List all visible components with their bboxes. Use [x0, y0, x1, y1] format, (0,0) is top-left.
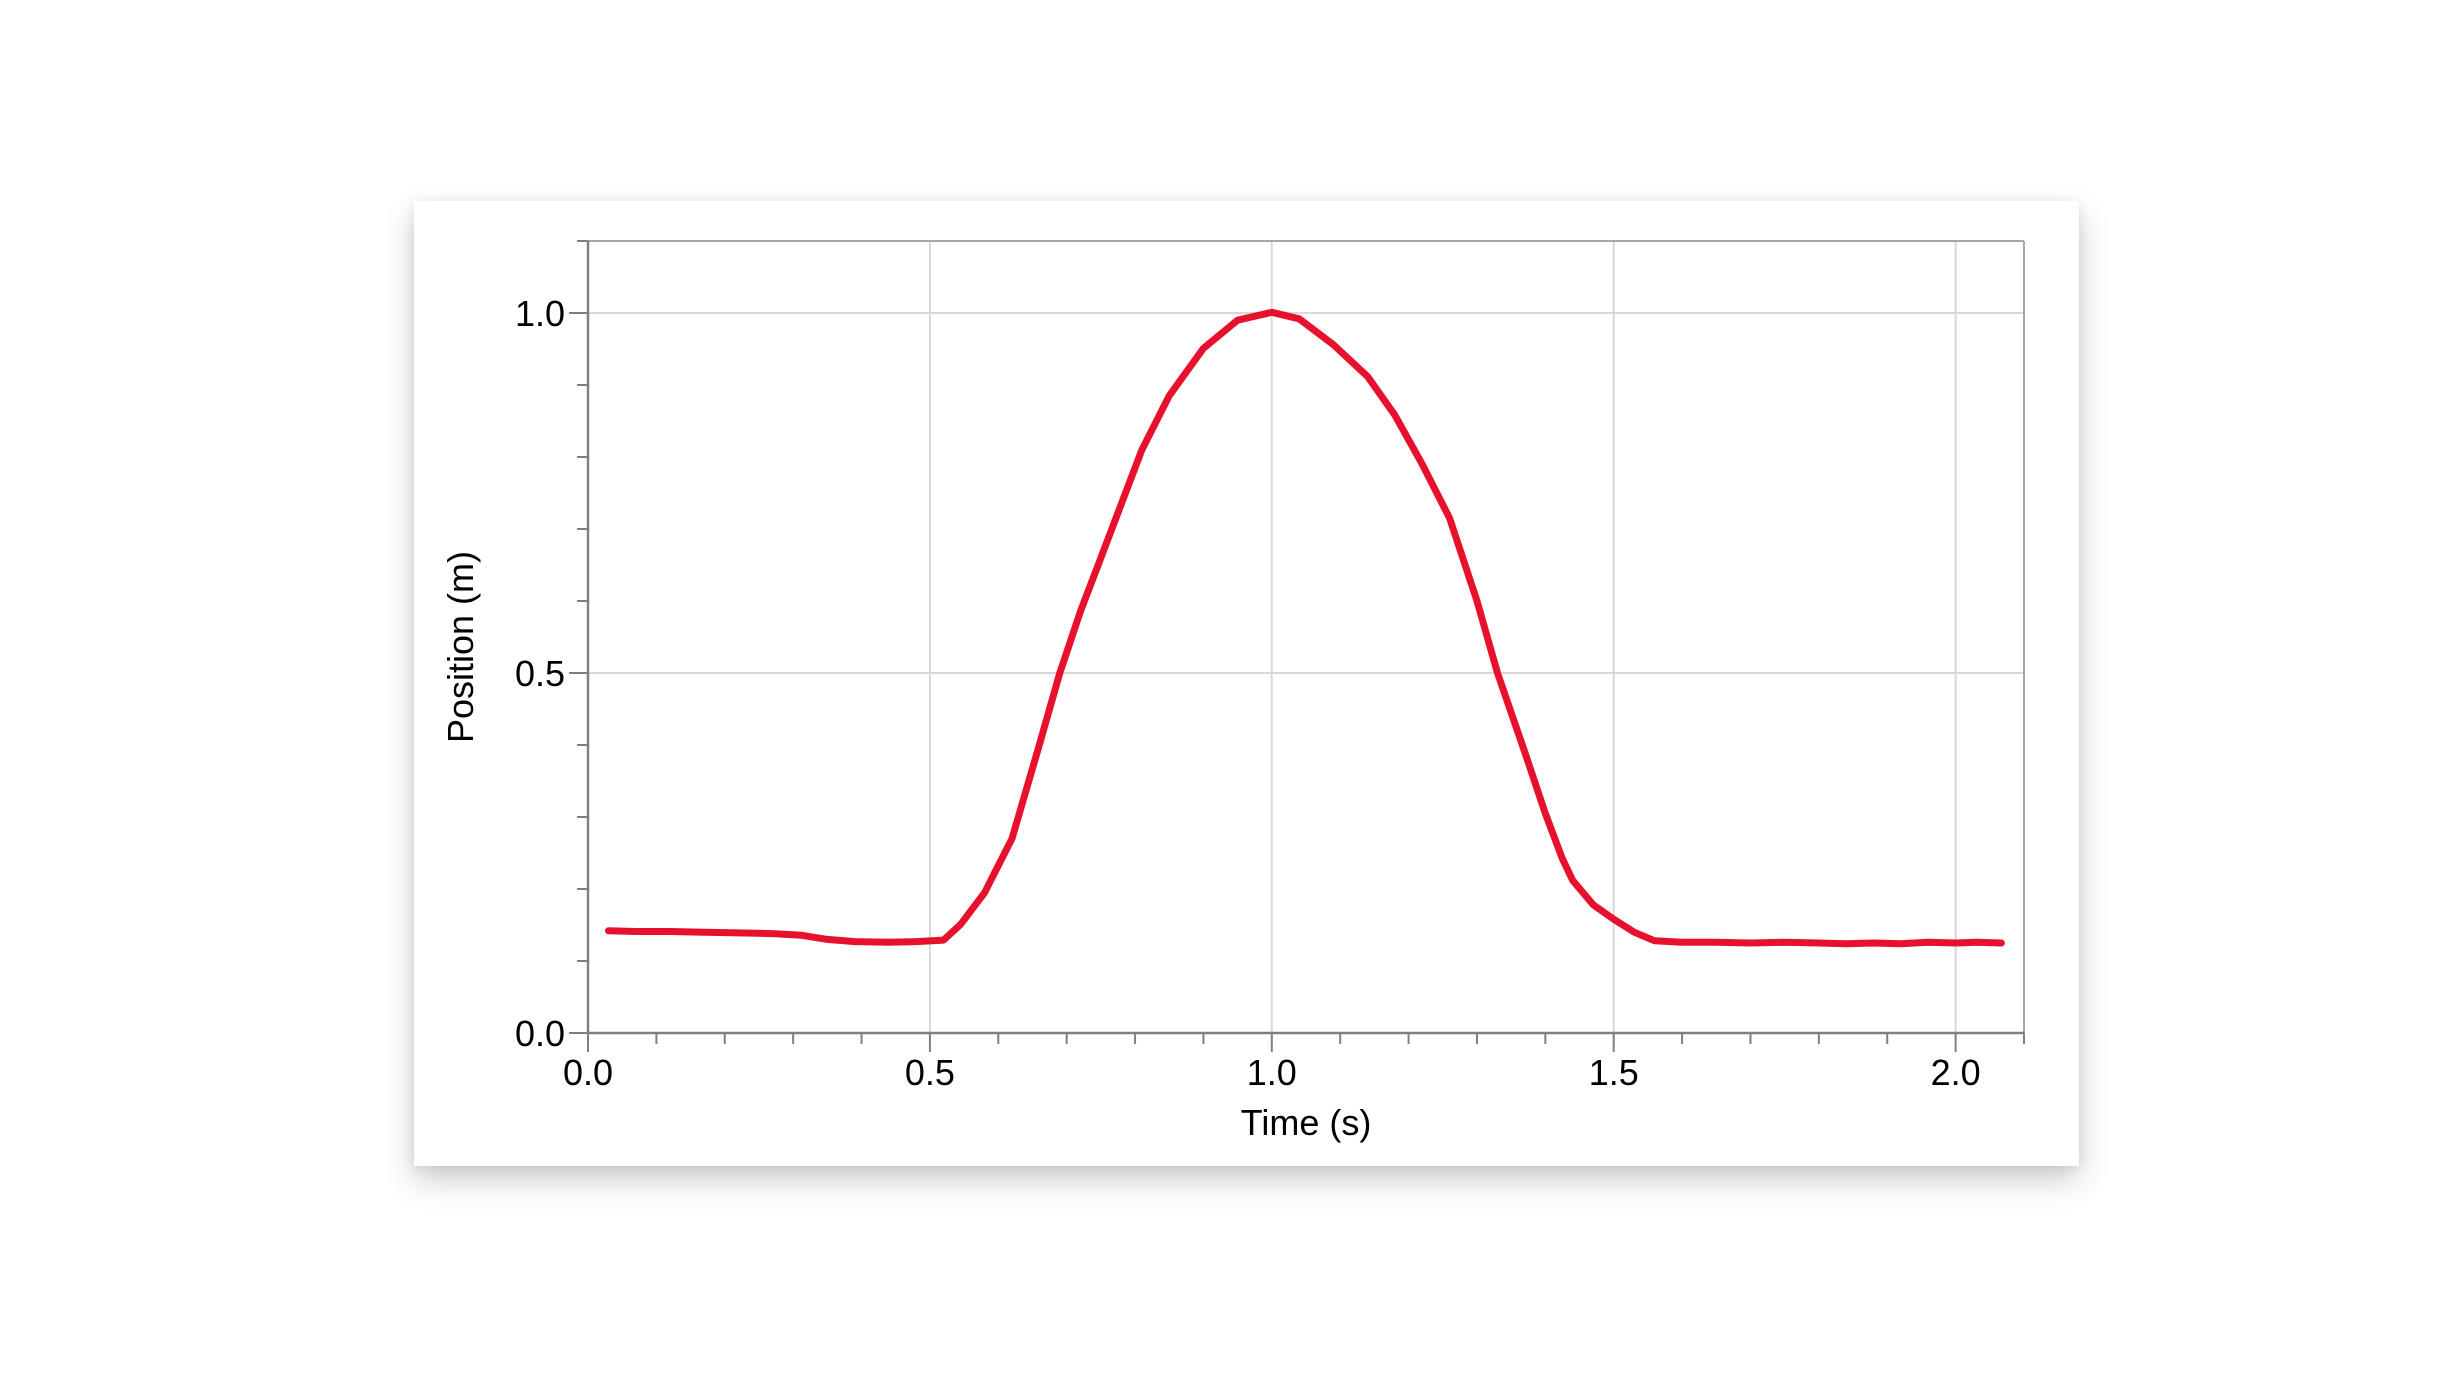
x-axis-title: Time (s): [1241, 1102, 1372, 1143]
gridlines: [588, 241, 2024, 1033]
plot-frame: [586, 240, 2025, 1035]
y-axis-title: Position (m): [440, 551, 481, 743]
axis-ticks: [569, 240, 2025, 1052]
y-tick-label: 0.5: [515, 653, 565, 694]
y-tick-label: 0.0: [515, 1013, 565, 1054]
y-tick-label: 1.0: [515, 293, 565, 334]
x-tick-label: 0.0: [563, 1052, 613, 1093]
x-tick-label: 2.0: [1931, 1052, 1981, 1093]
position-time-chart: 0.0 0.5 1.0 1.5 2.0 0.0 0.5 1.0 Time (s) Positi…: [440, 240, 2025, 1143]
x-tick-label: 0.5: [905, 1052, 955, 1093]
x-tick-label: 1.0: [1247, 1052, 1297, 1093]
chart-card: 0.0 0.5 1.0 1.5 2.0 0.0 0.5 1.0 Time (s) Positi…: [414, 201, 2079, 1166]
x-tick-label: 1.5: [1589, 1052, 1639, 1093]
tick-labels: 0.0 0.5 1.0 1.5 2.0 0.0 0.5 1.0: [515, 293, 1981, 1093]
position-series-line: [605, 308, 2005, 948]
